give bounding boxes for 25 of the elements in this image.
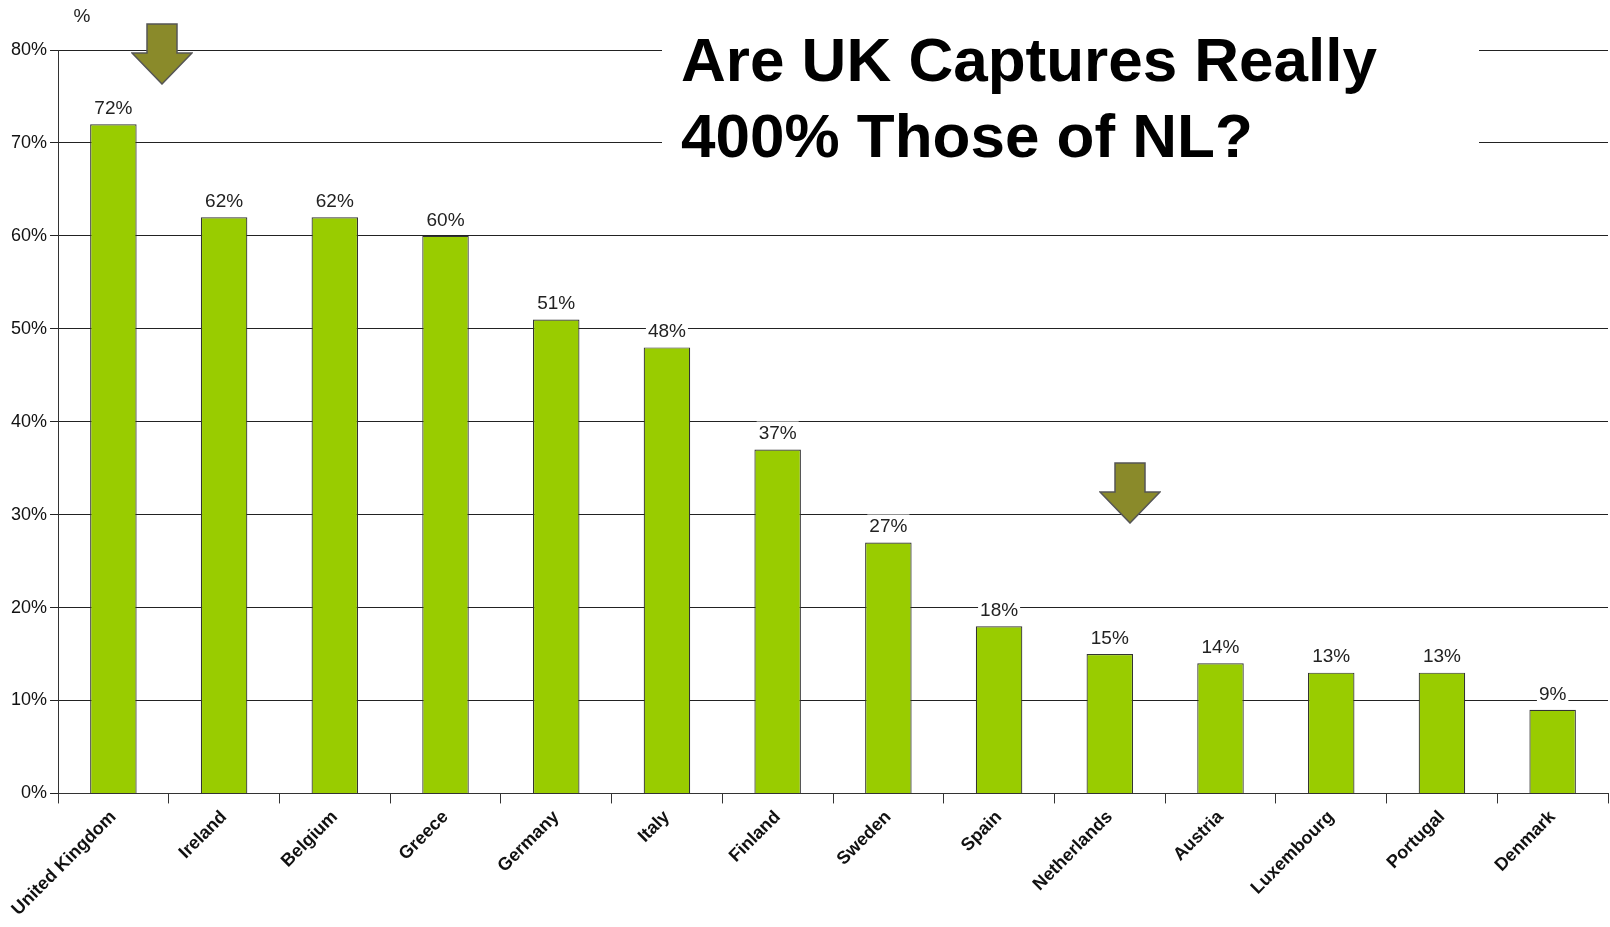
data-label: 48% xyxy=(647,320,687,342)
data-label: 60% xyxy=(426,208,465,230)
y-tick-label: 50% xyxy=(11,317,48,338)
data-label: 18% xyxy=(980,598,1019,620)
data-label: 72% xyxy=(94,97,133,119)
data-label: 51% xyxy=(537,292,576,314)
y-axis-title: % xyxy=(73,5,91,26)
y-tick-label: 0% xyxy=(21,782,48,803)
data-label: 27% xyxy=(869,515,908,537)
y-tick-label: 10% xyxy=(11,689,48,710)
y-tick-label: 20% xyxy=(11,596,48,617)
y-tick-label: 60% xyxy=(11,224,48,245)
y-tick-label: 30% xyxy=(11,503,48,524)
data-label: 62% xyxy=(205,190,244,212)
y-tick-label: 80% xyxy=(11,38,48,59)
chart-title: Are UK Captures Really 400% Those of NL? xyxy=(662,22,1479,174)
data-label: 9% xyxy=(1538,682,1567,704)
y-tick-label: 40% xyxy=(11,410,48,431)
data-label: 13% xyxy=(1422,645,1462,667)
data-label: 62% xyxy=(315,190,354,212)
data-label: 15% xyxy=(1090,626,1129,648)
data-label: 13% xyxy=(1312,645,1351,667)
data-label: 14% xyxy=(1201,636,1240,658)
data-label: 37% xyxy=(758,422,797,444)
y-tick-label: 70% xyxy=(11,131,48,152)
